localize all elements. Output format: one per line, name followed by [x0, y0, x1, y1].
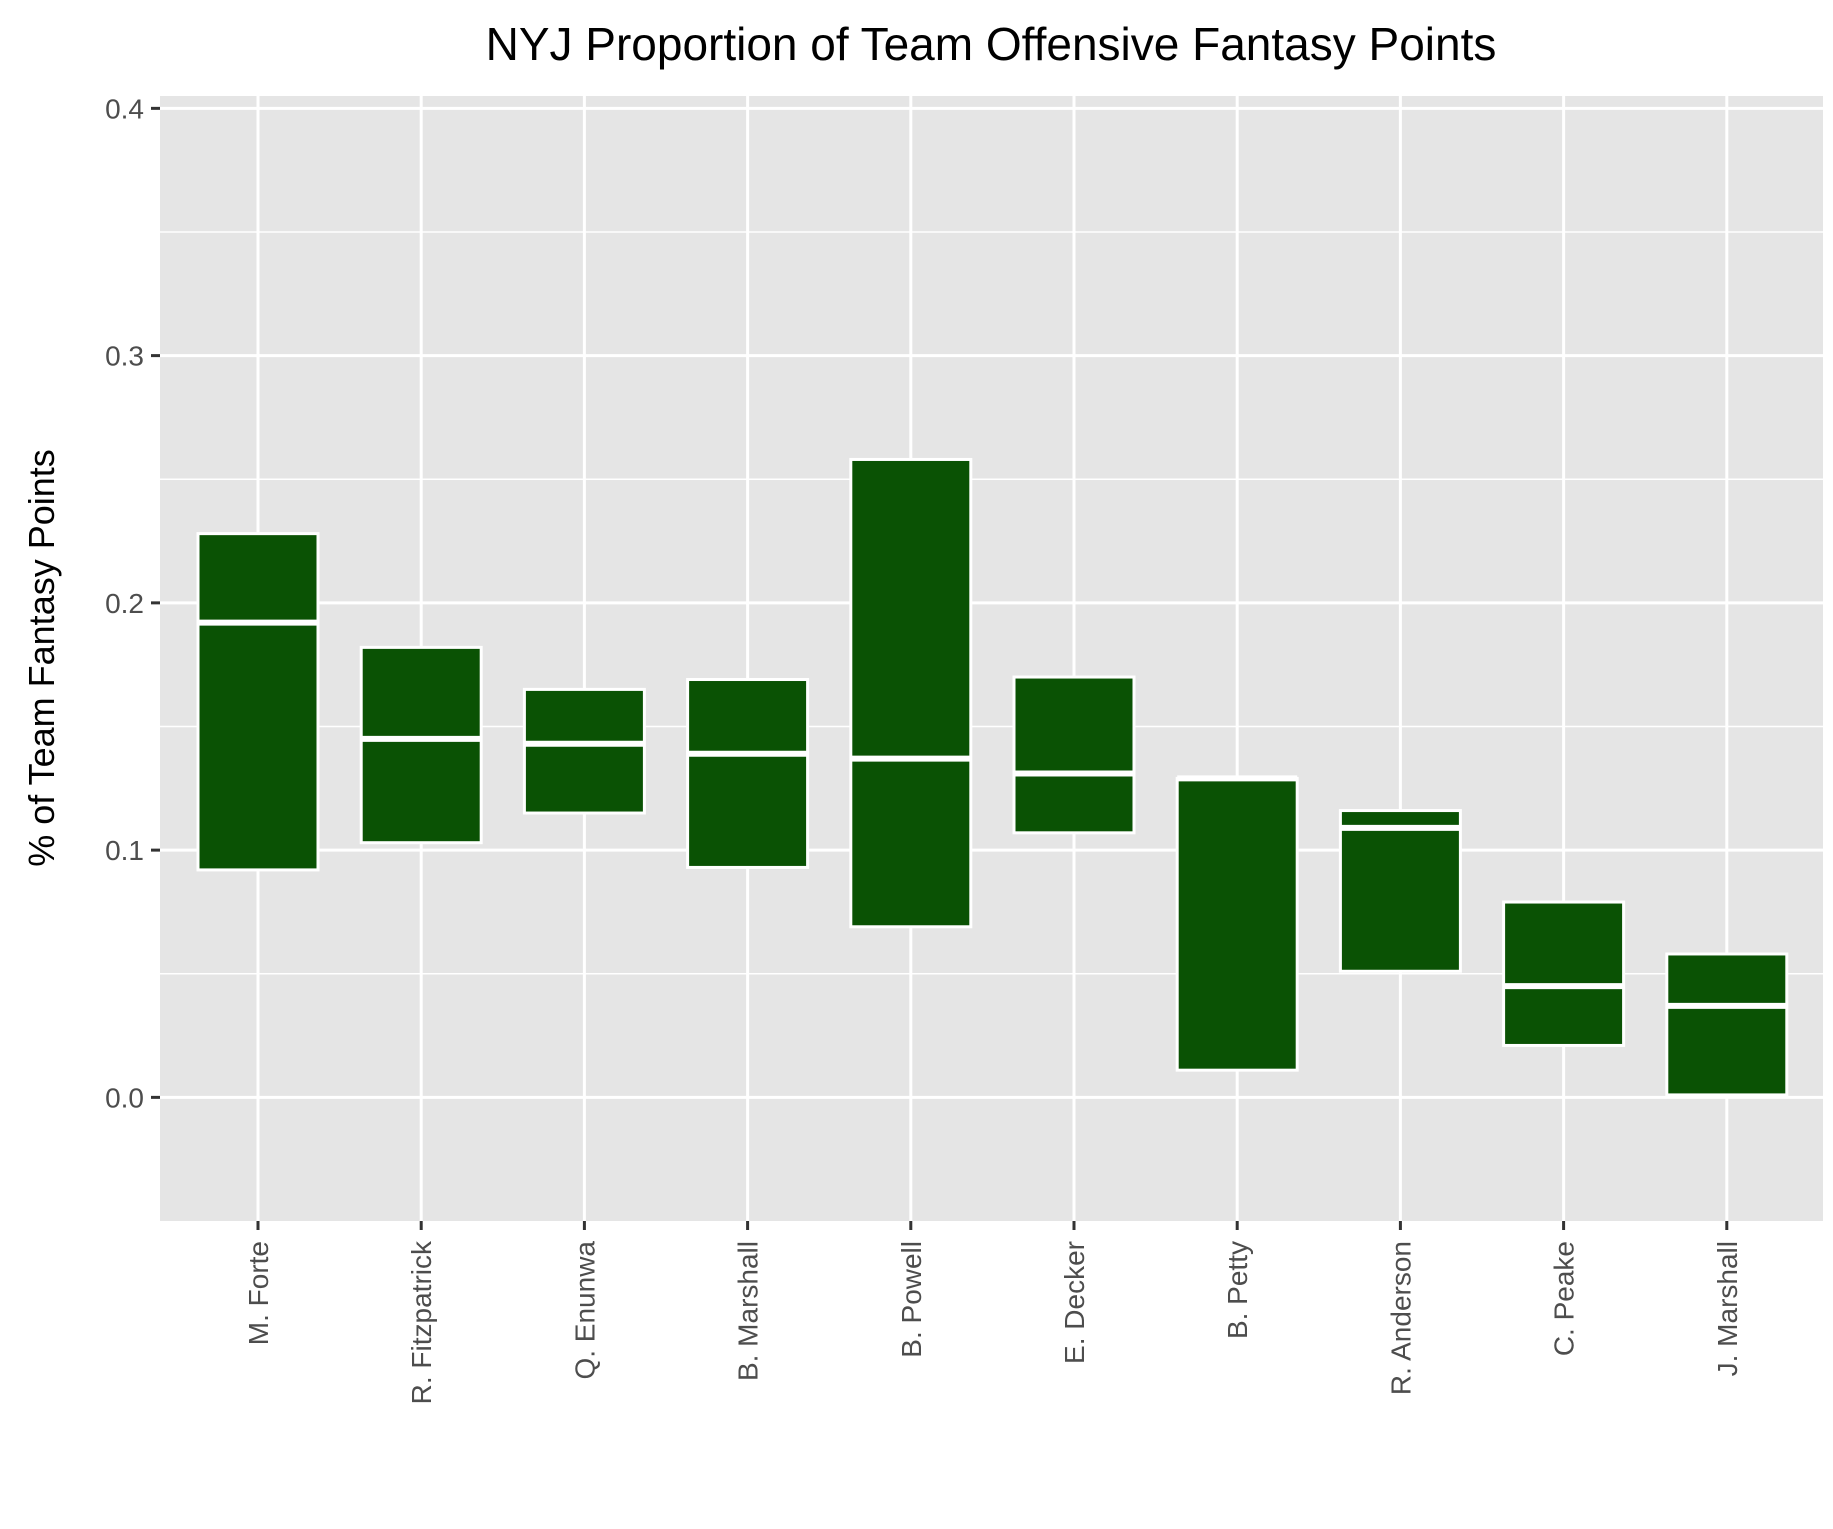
x-tick-label: C. Peake — [1549, 1241, 1580, 1356]
crossbars — [196, 457, 1789, 1097]
x-tick-label: R. Anderson — [1385, 1241, 1416, 1395]
x-tick-label: B. Powell — [896, 1241, 927, 1358]
x-tick-label: B. Petty — [1222, 1241, 1253, 1339]
x-tick-label: Q. Enunwa — [569, 1241, 600, 1380]
y-tick-label: 0.2 — [105, 588, 144, 619]
x-tick-label: J. Marshall — [1712, 1241, 1743, 1376]
x-tick-label: R. Fitzpatrick — [406, 1240, 437, 1404]
chart-title: NYJ Proportion of Team Offensive Fantasy… — [486, 18, 1497, 70]
crossbar-box — [1338, 809, 1462, 973]
y-tick-label: 0.1 — [105, 835, 144, 866]
crossbar-box — [1665, 952, 1789, 1097]
crossbar-box — [522, 687, 646, 815]
crossbar-box — [196, 532, 320, 872]
crossbar-box — [686, 678, 810, 869]
crossbar-box — [1502, 900, 1626, 1047]
y-axis-label: % of Team Fantasy Points — [21, 449, 62, 867]
x-axis: M. Forte R. Fitzpatrick Q. Enunwa B. Marsha… — [243, 1221, 1743, 1404]
crossbar-box — [849, 457, 973, 929]
crossbar-box — [1175, 776, 1299, 1072]
x-tick-label: M. Forte — [243, 1241, 274, 1345]
y-tick-label: 0.0 — [105, 1082, 144, 1113]
y-axis: 0.0 0.1 0.2 0.3 0.4 — [105, 93, 160, 1113]
x-tick-label: E. Decker — [1059, 1241, 1090, 1364]
x-tick-label: B. Marshall — [733, 1241, 764, 1381]
crossbar-box — [359, 645, 483, 845]
y-tick-label: 0.4 — [105, 93, 144, 124]
y-tick-label: 0.3 — [105, 341, 144, 372]
crossbar-box — [1012, 675, 1136, 835]
